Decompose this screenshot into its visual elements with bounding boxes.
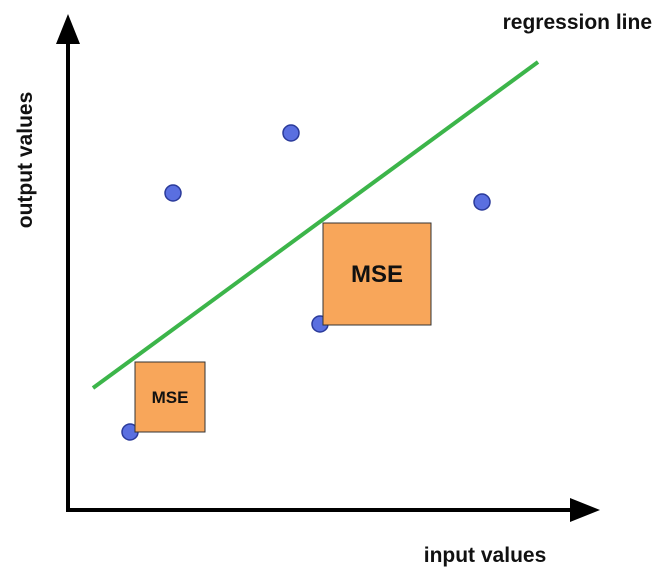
- y-axis-label: output values: [14, 92, 37, 229]
- regression-line: [91, 60, 540, 390]
- x-axis-arrow: [570, 498, 600, 522]
- mse-box: [322, 222, 432, 326]
- mse-box: [134, 361, 206, 433]
- data-point: [282, 124, 300, 142]
- x-axis-label: input values: [424, 544, 547, 567]
- regression-line-label: regression line: [503, 11, 652, 34]
- data-point: [473, 193, 491, 211]
- mse-label: MSE: [351, 261, 403, 288]
- mse-label: MSE: [152, 388, 189, 407]
- data-point: [164, 184, 182, 202]
- y-axis-arrow: [56, 14, 80, 44]
